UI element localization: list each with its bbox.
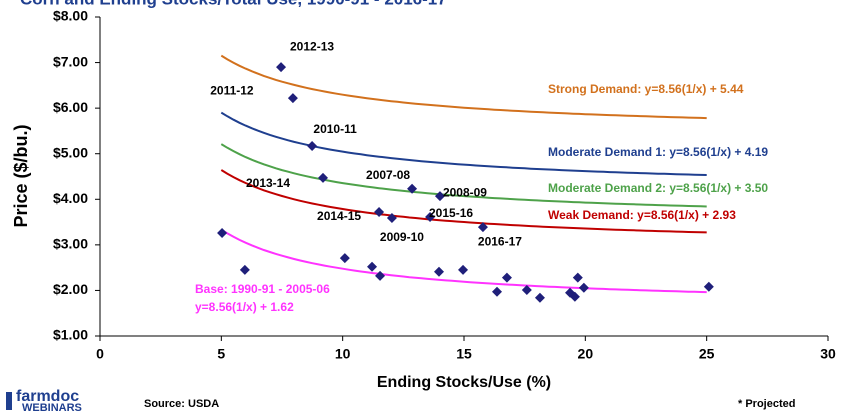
curve-label: Moderate Demand 1: y=8.56(1/x) + 4.19 <box>548 145 768 159</box>
point <box>374 207 385 218</box>
curve-label: Strong Demand: y=8.56(1/x) + 5.44 <box>548 82 744 96</box>
point <box>521 284 532 295</box>
point <box>217 228 228 239</box>
curve <box>220 228 707 294</box>
point <box>458 264 469 275</box>
point <box>434 266 445 277</box>
x-tick-label: 30 <box>820 346 836 362</box>
curve <box>220 169 707 234</box>
curve-label: Weak Demand: y=8.56(1/x) + 2.93 <box>548 208 736 222</box>
point <box>318 172 329 183</box>
point <box>386 212 397 223</box>
point <box>425 212 436 223</box>
point-label: 2011-12 <box>210 83 254 97</box>
point <box>307 140 318 151</box>
curve-label: y=8.56(1/x) + 1.62 <box>195 300 294 314</box>
point <box>375 270 386 281</box>
point <box>492 286 503 297</box>
point-label: 2007-08 <box>366 168 410 182</box>
point-label: 2015-16 <box>429 206 473 220</box>
y-tick-label: $5.00 <box>53 144 88 160</box>
x-axis-label: Ending Stocks/Use (%) <box>377 374 551 391</box>
x-tick-label: 20 <box>578 346 594 362</box>
point <box>287 93 298 104</box>
point-label: 2008-09 <box>443 185 487 199</box>
point <box>569 291 580 302</box>
curve-label: Moderate Demand 2: y=8.56(1/x) + 3.50 <box>548 181 768 195</box>
point <box>276 62 287 73</box>
curve <box>220 143 707 208</box>
y-tick-label: $4.00 <box>53 190 88 206</box>
point <box>534 292 545 303</box>
point-label: 2010-11 <box>313 122 357 136</box>
logo-mark <box>6 392 12 410</box>
chart-title: Corn and Ending Stocks/Total Use, 1990-9… <box>20 0 447 8</box>
x-tick-label: 0 <box>96 346 104 362</box>
point-label: 2013-14 <box>246 176 290 190</box>
point <box>703 281 714 292</box>
point-label: 2012-13 <box>290 39 334 53</box>
curve <box>220 54 707 120</box>
point-label: 2014-15 <box>317 209 361 223</box>
y-tick-label: $1.00 <box>53 327 88 343</box>
y-tick-label: $7.00 <box>53 53 88 69</box>
point <box>578 282 589 293</box>
y-axis-label: Price ($/bu.) <box>11 124 31 227</box>
logo-text: farmdoc <box>16 388 79 405</box>
point <box>239 264 250 275</box>
y-tick-label: $8.00 <box>53 8 88 24</box>
note: * Projected <box>738 398 795 410</box>
x-tick-label: 25 <box>699 346 715 362</box>
x-tick-label: 10 <box>335 346 351 362</box>
x-tick-label: 5 <box>217 346 225 362</box>
logo-subtext: WEBINARS <box>22 402 82 413</box>
y-tick-label: $6.00 <box>53 99 88 115</box>
point <box>434 191 445 202</box>
point <box>501 272 512 283</box>
point <box>339 253 350 264</box>
point <box>572 272 583 283</box>
y-tick-label: $2.00 <box>53 281 88 297</box>
point-label: 2009-10 <box>380 230 424 244</box>
point <box>477 222 488 233</box>
point <box>407 183 418 194</box>
y-tick-label: $3.00 <box>53 236 88 252</box>
point <box>367 261 378 272</box>
source: Source: USDA <box>144 398 219 410</box>
x-tick-label: 15 <box>456 346 472 362</box>
curve <box>220 111 707 176</box>
point-label: 2016-17 <box>478 234 522 248</box>
curve-label: Base: 1990-91 - 2005-06 <box>195 282 330 296</box>
